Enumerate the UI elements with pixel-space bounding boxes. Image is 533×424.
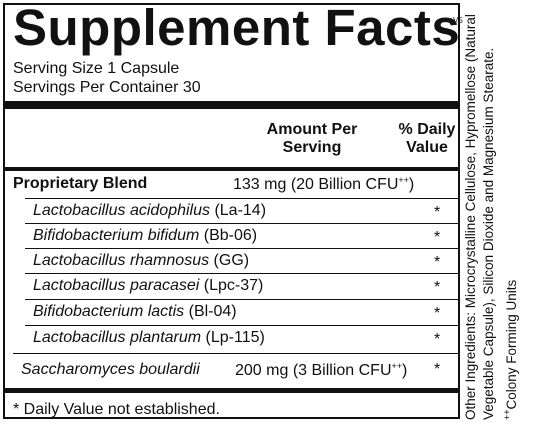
ingredient-dv: * bbox=[434, 254, 441, 271]
ingredient-name: Lactobacillus paracasei bbox=[33, 277, 200, 294]
thick-divider bbox=[5, 101, 458, 109]
cfu-legend-prefix: ++ bbox=[502, 409, 512, 420]
saccharomyces-name: Saccharomyces boulardii bbox=[21, 361, 200, 378]
ingredient-row: Bifidobacterium lactis (Bl-04) bbox=[33, 303, 237, 321]
ingredient-dv: * bbox=[434, 331, 441, 348]
ingredient-strain: (Bb-06) bbox=[203, 227, 258, 244]
ingredient-dv: * bbox=[434, 229, 441, 246]
row-divider bbox=[25, 299, 458, 300]
cfu-legend: ++Colony Forming Units bbox=[498, 4, 521, 420]
blend-amount-suffix: ++ bbox=[398, 175, 409, 185]
saccharomyces-amount: 200 mg (3 Billion CFU++) bbox=[235, 361, 407, 380]
ingredient-name: Lactobacillus rhamnosus bbox=[33, 252, 210, 269]
version-code: V5 bbox=[453, 16, 463, 25]
other-ingredients-line2: Vegetable Capsule), Silicon Dioxide and … bbox=[481, 47, 496, 420]
ingredient-dv: * bbox=[434, 279, 441, 296]
ingredient-name: Bifidobacterium bifidum bbox=[33, 227, 200, 244]
ingredient-dv: * bbox=[434, 305, 441, 322]
supplement-facts-panel: Supplement Facts V5 Serving Size 1 Capsu… bbox=[3, 0, 463, 419]
saccharomyces-amount-suffix: ++ bbox=[391, 361, 403, 371]
ingredient-dv: * bbox=[434, 204, 441, 221]
ingredient-row: Lactobacillus plantarum (Lp-115) bbox=[33, 329, 265, 347]
ingredient-name: Lactobacillus plantarum bbox=[33, 329, 202, 346]
header-amount-per-serving: Amount Per Serving bbox=[237, 121, 387, 157]
ingredient-strain: (Bl-04) bbox=[188, 303, 237, 320]
row-divider bbox=[25, 273, 458, 274]
blend-name: Proprietary Blend bbox=[13, 175, 148, 192]
header-divider bbox=[5, 167, 458, 171]
other-ingredients-line1: Other Ingredients: Microcrystalline Cell… bbox=[463, 14, 478, 420]
ingredient-row: Lactobacillus acidophilus (La-14) bbox=[33, 202, 266, 220]
ingredient-name: Lactobacillus acidophilus bbox=[33, 202, 210, 219]
ingredient-row: Lactobacillus rhamnosus (GG) bbox=[33, 252, 249, 270]
side-ingredients-text: Other Ingredients: Microcrystalline Cell… bbox=[462, 4, 528, 420]
header-dv-line1: % Daily bbox=[398, 121, 456, 138]
row-divider bbox=[13, 353, 458, 354]
row-divider bbox=[25, 325, 458, 326]
footnote: * Daily Value not established. bbox=[13, 401, 220, 418]
panel-title: Supplement Facts bbox=[13, 0, 461, 56]
ingredient-row: Bifidobacterium bifidum (Bb-06) bbox=[33, 227, 257, 245]
ingredient-name: Bifidobacterium lactis bbox=[33, 303, 185, 320]
ingredient-strain: (GG) bbox=[213, 252, 250, 269]
header-dv-line2: Value bbox=[406, 139, 448, 156]
ingredient-row: Lactobacillus paracasei (Lpc-37) bbox=[33, 277, 263, 295]
blend-amount-close: ) bbox=[408, 176, 415, 193]
blend-amount-text: 133 mg (20 Billion CFU bbox=[233, 176, 399, 193]
bottom-divider bbox=[5, 388, 458, 393]
ingredient-strain: (La-14) bbox=[214, 202, 267, 219]
serving-size: Serving Size 1 Capsule bbox=[13, 60, 180, 77]
blend-amount: 133 mg (20 Billion CFU++) bbox=[233, 175, 414, 194]
header-amount-line2: Serving bbox=[282, 139, 342, 156]
header-amount-line1: Amount Per bbox=[266, 121, 358, 138]
saccharomyces-dv: * bbox=[434, 361, 441, 378]
saccharomyces-amount-text: 200 mg (3 Billion CFU bbox=[235, 362, 392, 379]
servings-per-container: Servings Per Container 30 bbox=[13, 79, 201, 96]
row-divider bbox=[25, 223, 458, 224]
cfu-legend-text: Colony Forming Units bbox=[504, 279, 519, 410]
ingredient-strain: (Lpc-37) bbox=[203, 277, 264, 294]
saccharomyces-amount-close: ) bbox=[402, 362, 408, 379]
header-daily-value: % Daily Value bbox=[392, 121, 462, 157]
row-divider bbox=[25, 198, 458, 199]
ingredient-strain: (Lp-115) bbox=[205, 329, 265, 346]
row-divider bbox=[25, 248, 458, 249]
